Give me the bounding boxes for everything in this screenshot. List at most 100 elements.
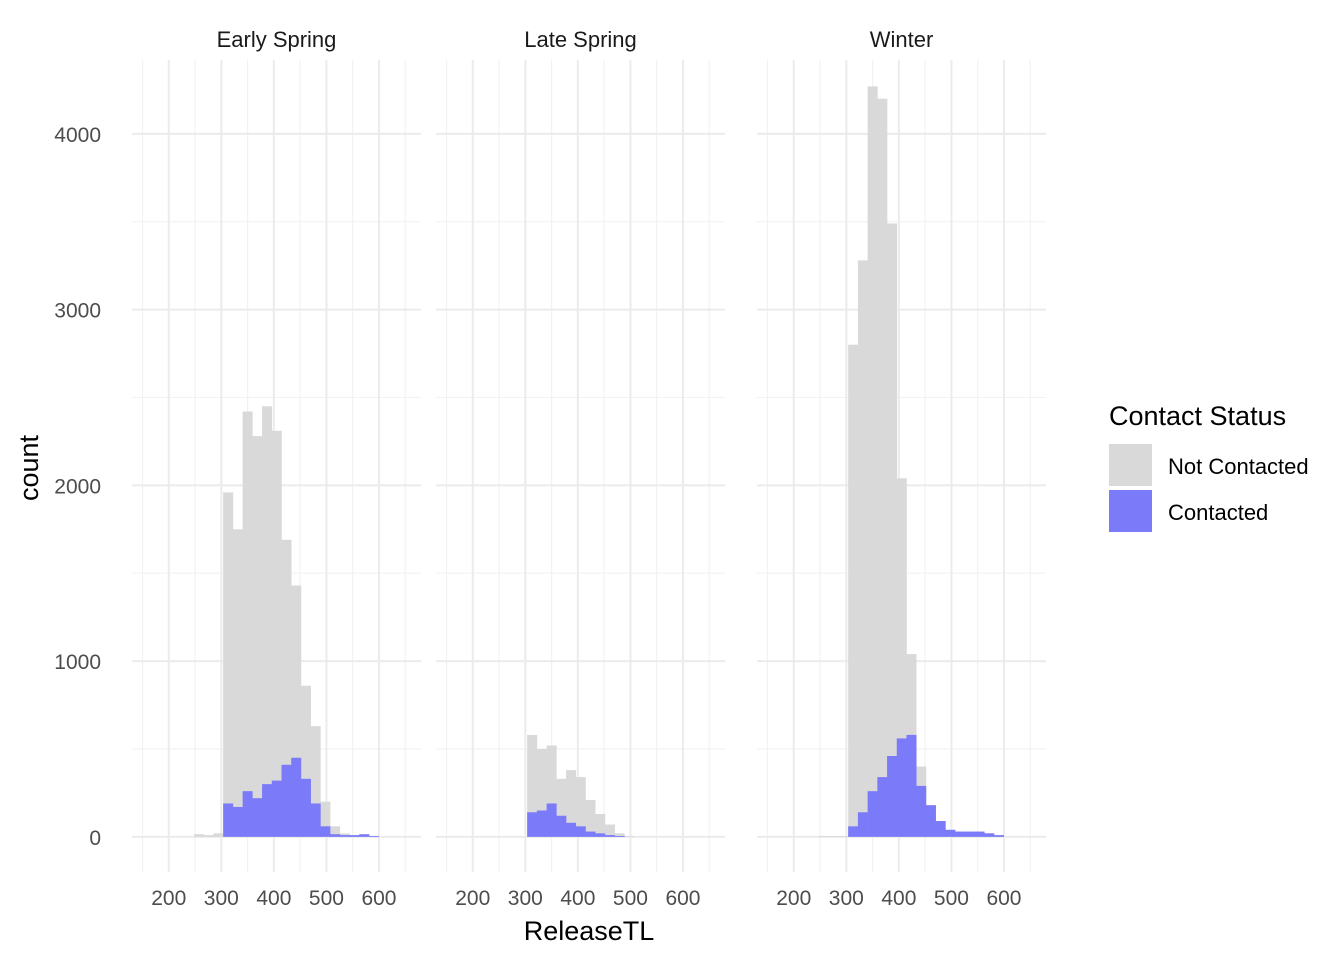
legend-title: Contact Status (1109, 401, 1286, 431)
bar-contacted (359, 834, 370, 837)
bar-contacted (546, 803, 557, 837)
bar-not-contacted (310, 726, 321, 837)
x-tick-label: 400 (881, 887, 916, 910)
legend-label-contacted: Contacted (1168, 500, 1268, 525)
bar-not-contacted (242, 411, 253, 837)
bar-not-contacted (828, 835, 839, 837)
facet-late-spring: Late Spring 200 300 400 500 600 (436, 27, 725, 910)
legend-key-not-contacted (1109, 444, 1152, 486)
bar-not-contacted (614, 833, 625, 837)
bar-contacted (848, 826, 859, 837)
facet-strip-label: Early Spring (217, 27, 337, 52)
y-tick-label: 0 (89, 827, 101, 850)
bar-contacted (310, 803, 321, 837)
x-tick-label: 600 (665, 887, 700, 910)
bar-contacted (955, 831, 966, 837)
bar-not-contacted (575, 777, 586, 837)
legend: Contact Status Not Contacted Contacted (1109, 401, 1309, 532)
bar-contacted (242, 791, 253, 837)
bar-not-contacted (585, 799, 596, 837)
bar-not-contacted (867, 86, 878, 837)
bar-contacted (349, 835, 360, 837)
x-axis-title: ReleaseTL (524, 916, 655, 946)
bar-contacted (595, 833, 606, 837)
facet-strip-label: Winter (870, 27, 934, 52)
bar-contacted (271, 780, 282, 837)
x-tick-label: 200 (776, 887, 811, 910)
bar-not-contacted (194, 834, 205, 837)
bar-contacted (556, 815, 567, 837)
x-tick-label: 200 (151, 887, 186, 910)
legend-key-contacted (1109, 490, 1152, 532)
bar-not-contacted (203, 835, 214, 837)
facet-early-spring: Early Spring 200 300 400 500 600 0 1000 2000 3000… (54, 27, 421, 910)
bar-not-contacted (877, 98, 888, 837)
bar-not-contacted (232, 529, 243, 837)
bar-contacted (867, 791, 878, 837)
bar-not-contacted (223, 492, 234, 837)
y-tick-label: 1000 (54, 651, 101, 674)
bar-contacted (877, 777, 888, 837)
x-tick-label: 500 (613, 887, 648, 910)
bar-contacted (223, 803, 234, 837)
bar-not-contacted (819, 835, 830, 837)
bar-not-contacted (536, 748, 547, 837)
bar-contacted (232, 806, 243, 837)
bar-contacted (330, 834, 341, 837)
bar-not-contacted (556, 778, 567, 837)
x-tick-label: 500 (309, 887, 344, 910)
facet-panels: Early Spring 200 300 400 500 600 0 1000 2000 3000… (54, 27, 1046, 910)
bar-contacted (339, 835, 350, 837)
bar-not-contacted (595, 814, 606, 837)
x-tick-label: 300 (829, 887, 864, 910)
bar-contacted (300, 778, 311, 837)
bar-not-contacted (887, 223, 898, 837)
bar-contacted (916, 785, 927, 837)
bar-not-contacted (624, 835, 635, 837)
bar-contacted (857, 812, 868, 837)
bar-contacted (906, 734, 917, 837)
x-tick-label: 500 (934, 887, 969, 910)
bar-not-contacted (271, 430, 282, 837)
bar-contacted (527, 812, 538, 837)
bar-contacted (252, 798, 263, 837)
facet-strip-label: Late Spring (524, 27, 637, 52)
y-tick-label: 4000 (54, 124, 101, 147)
y-tick-label: 2000 (54, 475, 101, 498)
bar-contacted (575, 826, 586, 837)
bar-contacted (604, 835, 615, 837)
bar-not-contacted (546, 745, 557, 837)
bar-not-contacted (857, 260, 868, 837)
bar-contacted (614, 835, 625, 837)
x-tick-label: 400 (256, 887, 291, 910)
bar-not-contacted (213, 833, 224, 837)
bar-not-contacted (838, 835, 849, 837)
bar-not-contacted (300, 685, 311, 837)
bar-not-contacted (604, 824, 615, 837)
bar-contacted (984, 833, 995, 837)
bar-contacted (925, 805, 936, 837)
bar-contacted (945, 829, 956, 837)
bar-contacted (368, 835, 380, 837)
bar-not-contacted (848, 344, 859, 837)
bar-not-contacted (252, 436, 263, 837)
x-tick-label: 600 (361, 887, 396, 910)
bar-not-contacted (291, 585, 302, 837)
bar-contacted (974, 831, 985, 837)
bar-contacted (993, 835, 1005, 837)
bar-contacted (262, 784, 273, 837)
bar-contacted (585, 831, 596, 837)
bar-not-contacted (262, 406, 273, 837)
bar-not-contacted (330, 826, 341, 837)
bar-contacted (291, 757, 302, 837)
x-tick-label: 400 (560, 887, 595, 910)
bar-contacted (887, 756, 898, 837)
bar-not-contacted (281, 539, 292, 837)
bar-contacted (964, 831, 975, 837)
x-tick-label: 300 (508, 887, 543, 910)
facet-winter: Winter 200 300 400 500 600 (757, 27, 1046, 910)
bar-not-contacted (896, 478, 907, 837)
y-tick-label: 3000 (54, 300, 101, 323)
x-tick-label: 600 (986, 887, 1021, 910)
